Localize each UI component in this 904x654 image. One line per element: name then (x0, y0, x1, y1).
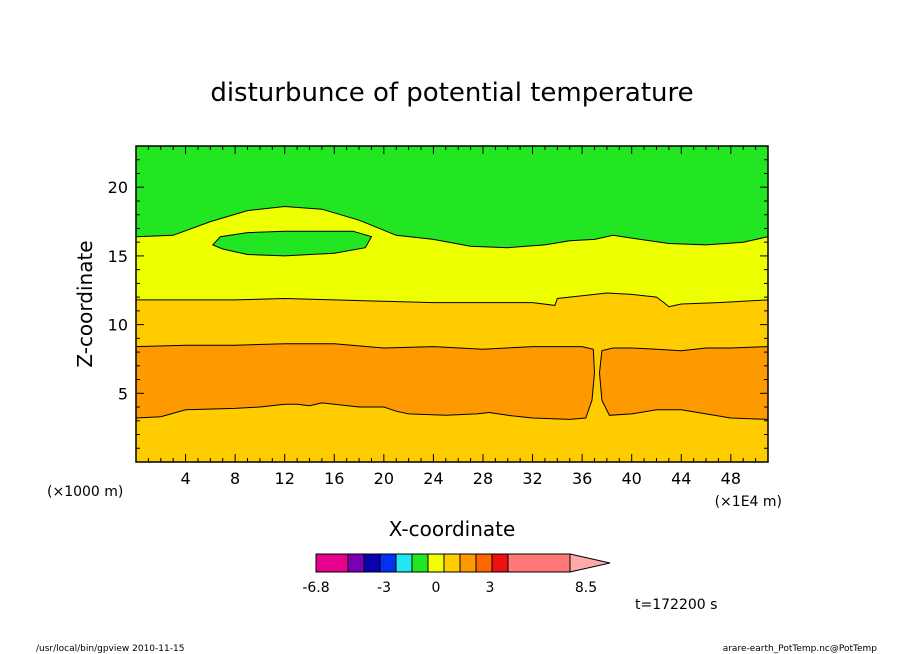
colorbar-swatch (347, 553, 365, 573)
contour-line-mid (136, 292, 769, 308)
colorbar: -6.8 -3 0 3 8.5 (302, 553, 611, 596)
y-tick-label: 5 (118, 384, 128, 403)
y-tick-label: 15 (108, 247, 128, 266)
colorbar-end-arrow (569, 553, 611, 573)
colorbar-swatch (507, 553, 571, 573)
colorbar-swatch (427, 553, 445, 573)
y-tick-label: 20 (108, 178, 128, 197)
x-tick-label: 4 (180, 469, 190, 488)
contour-line-orange-top (135, 343, 596, 420)
band-fill-orange-left (136, 343, 595, 420)
colorbar-swatch (491, 553, 509, 573)
colorbar-swatch (363, 553, 381, 573)
colorbar-label: 0 (432, 580, 441, 596)
colorbar-label: 3 (486, 580, 495, 596)
footer-left: /usr/local/bin/gpview 2010-11-15 (36, 644, 184, 654)
x-tick-label: 36 (572, 469, 592, 488)
x-tick-label: 16 (324, 469, 344, 488)
colorbar-swatch (459, 553, 477, 573)
x-tick-label: 48 (721, 469, 741, 488)
footer-right: arare-earth_PotTemp.nc@PotTemp (723, 644, 878, 654)
colorbar-swatch (395, 553, 413, 573)
x-tick-label: 12 (275, 469, 295, 488)
x-tick-label: 44 (671, 469, 691, 488)
x-tick-label: 20 (374, 469, 394, 488)
colorbar-label: 8.5 (575, 580, 597, 596)
colorbar-swatch (443, 553, 461, 573)
colorbar-swatch (475, 553, 493, 573)
x-axis-label: X-coordinate (389, 517, 516, 541)
x-tick-label: 24 (423, 469, 443, 488)
colorbar-swatch (315, 553, 349, 573)
colorbar-swatch (411, 553, 429, 573)
band-fill-orange-right (599, 346, 768, 420)
x-tick-label: 40 (622, 469, 642, 488)
x-unit-left: (×1000 m) (47, 484, 123, 500)
y-tick-label: 10 (108, 316, 128, 335)
x-tick-label: 28 (473, 469, 493, 488)
x-tick-label: 8 (230, 469, 240, 488)
colorbar-swatch (379, 553, 397, 573)
time-label: t=172200 s (635, 597, 717, 613)
colorbar-label: -6.8 (302, 580, 329, 596)
band-fill-island (211, 230, 373, 257)
plot-frame (135, 145, 769, 463)
contour-line-orange-right (598, 346, 769, 420)
contour-line-top (135, 205, 769, 249)
x-tick-label: 32 (522, 469, 542, 488)
band-fill-green (136, 146, 768, 248)
x-unit-right: (×1E4 m) (715, 494, 782, 510)
colorbar-label: -3 (377, 580, 391, 596)
y-axis-label: Z-coordinate (73, 240, 97, 367)
chart-title: disturbunce of potential temperature (210, 78, 693, 108)
